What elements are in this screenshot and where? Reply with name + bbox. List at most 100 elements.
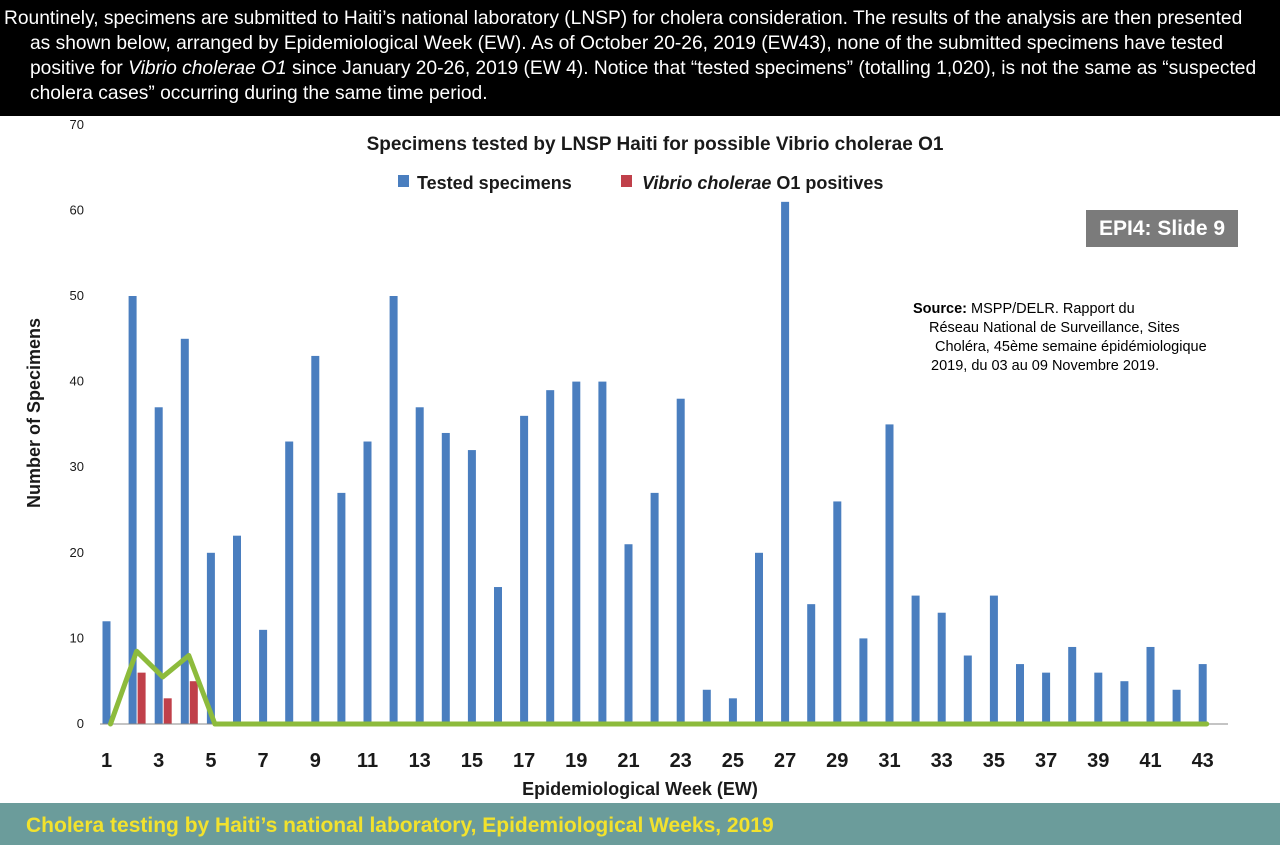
tested-bar [233, 535, 241, 724]
tested-bar [937, 612, 946, 724]
tested-bar [206, 552, 215, 724]
bars-group [102, 201, 1207, 725]
tested-bar [520, 415, 529, 724]
tested-bar [337, 492, 346, 724]
x-tick-label: 3 [153, 750, 164, 772]
tested-bar [859, 638, 868, 724]
tested-bar [572, 381, 581, 724]
legend-positive-swatch [621, 175, 632, 187]
y-tick-label: 0 [77, 716, 84, 731]
tested-bar [441, 432, 450, 724]
x-axis-title: Epidemiological Week (EW) [522, 779, 758, 799]
source-line-3: Choléra, 45ème semaine épidémiologique [935, 339, 1207, 355]
tested-bar [1016, 664, 1024, 724]
source-line-2: Réseau National de Surveillance, Sites [929, 320, 1180, 336]
tested-bar [259, 629, 268, 724]
tested-bar [363, 441, 372, 724]
positive-bar [137, 672, 146, 724]
tested-bar [494, 587, 502, 724]
tested-bar [1068, 646, 1077, 724]
x-tick-label: 27 [774, 750, 796, 772]
tested-bar [154, 407, 163, 724]
intro-paragraph: Rountinely, specimens are submitted to H… [0, 0, 1280, 116]
x-tick-label: 13 [409, 750, 431, 772]
tested-bar [989, 595, 998, 724]
tested-bar [180, 338, 189, 724]
tested-bar [807, 604, 816, 724]
tested-bar [285, 441, 294, 724]
y-tick-label: 70 [70, 117, 84, 132]
slide-badge: EPI4: Slide 9 [1086, 210, 1238, 247]
tested-bar [1042, 672, 1051, 724]
y-tick-label: 40 [70, 374, 84, 389]
intro-organism: Vibrio cholerae O1 [128, 58, 287, 79]
tested-bar [833, 501, 842, 724]
tested-bar [728, 698, 737, 724]
tested-bar [781, 201, 790, 725]
x-tick-label: 29 [826, 750, 848, 772]
tested-bar [1120, 681, 1129, 724]
source-line-1: MSPP/DELR. Rapport du [967, 301, 1135, 317]
legend-tested-label: Tested specimens [417, 173, 572, 193]
tested-bar [102, 621, 111, 724]
x-tick-label: 35 [983, 750, 1005, 772]
x-tick-label: 21 [617, 750, 639, 772]
tested-bar [624, 544, 633, 724]
tested-bar [911, 595, 920, 724]
x-tick-label: 25 [722, 750, 744, 772]
x-tick-label: 5 [205, 750, 216, 772]
x-tick-label: 9 [310, 750, 321, 772]
positive-bar [163, 698, 172, 724]
intro-text-part1: Rountinely, specimens are submitted to H… [4, 8, 1243, 79]
source-label: Source: [913, 301, 967, 317]
footer-caption: Cholera testing by Haiti’s national labo… [0, 803, 1280, 845]
tested-bar [885, 424, 894, 724]
chart-title: Specimens tested by LNSP Haiti for possi… [367, 134, 944, 155]
positive-bar [189, 681, 198, 724]
legend-positive-suffix: O1 positives [771, 173, 883, 193]
tested-bar [963, 655, 972, 724]
x-tick-label: 37 [1035, 750, 1057, 772]
x-tick-label: 33 [931, 750, 953, 772]
tested-bar [415, 407, 424, 724]
x-tick-label: 41 [1139, 750, 1161, 772]
tested-bar [702, 689, 711, 724]
legend-tested-swatch [398, 175, 409, 187]
x-tick-label: 19 [565, 750, 587, 772]
x-tick-label: 23 [670, 750, 692, 772]
legend-positive-organism: Vibrio cholerae [642, 173, 771, 193]
x-tick-label: 7 [258, 750, 269, 772]
specimens-chart: Specimens tested by LNSP Haiti for possi… [24, 117, 1228, 799]
x-tick-label: 1 [101, 750, 112, 772]
x-tick-label: 17 [513, 750, 535, 772]
tested-bar [755, 552, 763, 724]
x-tick-label: 11 [357, 750, 378, 772]
tested-bar [128, 296, 137, 724]
tested-bar [598, 381, 607, 724]
tested-bar [1198, 664, 1207, 724]
x-tick-label: 39 [1087, 750, 1109, 772]
tested-bar [676, 398, 685, 724]
legend-positive-label: Vibrio cholerae O1 positives [642, 173, 883, 193]
tested-bar [1172, 689, 1181, 724]
source-note: Source: MSPP/DELR. Rapport du Réseau Nat… [913, 300, 1243, 376]
y-tick-label: 20 [70, 545, 84, 560]
y-axis-title: Number of Specimens [24, 318, 44, 508]
source-line-4: 2019, du 03 au 09 Novembre 2019. [931, 358, 1160, 374]
tested-bar [1146, 646, 1155, 724]
x-tick-label: 43 [1192, 750, 1214, 772]
y-tick-label: 30 [70, 459, 84, 474]
x-tick-label: 15 [461, 750, 483, 772]
x-tick-label: 31 [878, 750, 900, 772]
x-axis-ticks: 1 3 5 7 9 11 13 15 17 19 21 23 25 27 29 31 33 35 37 39 41 43 [101, 750, 1214, 772]
tested-bar [389, 296, 398, 724]
y-tick-label: 10 [70, 630, 84, 645]
y-tick-label: 50 [70, 288, 84, 303]
tested-bar [467, 450, 476, 724]
tested-bar [311, 355, 320, 724]
y-tick-label: 60 [70, 202, 84, 217]
tested-bar [650, 492, 659, 724]
tested-bar [1094, 672, 1103, 724]
tested-bar [546, 390, 555, 724]
y-axis-ticks: 0 10 20 30 40 50 60 70 [70, 117, 84, 731]
